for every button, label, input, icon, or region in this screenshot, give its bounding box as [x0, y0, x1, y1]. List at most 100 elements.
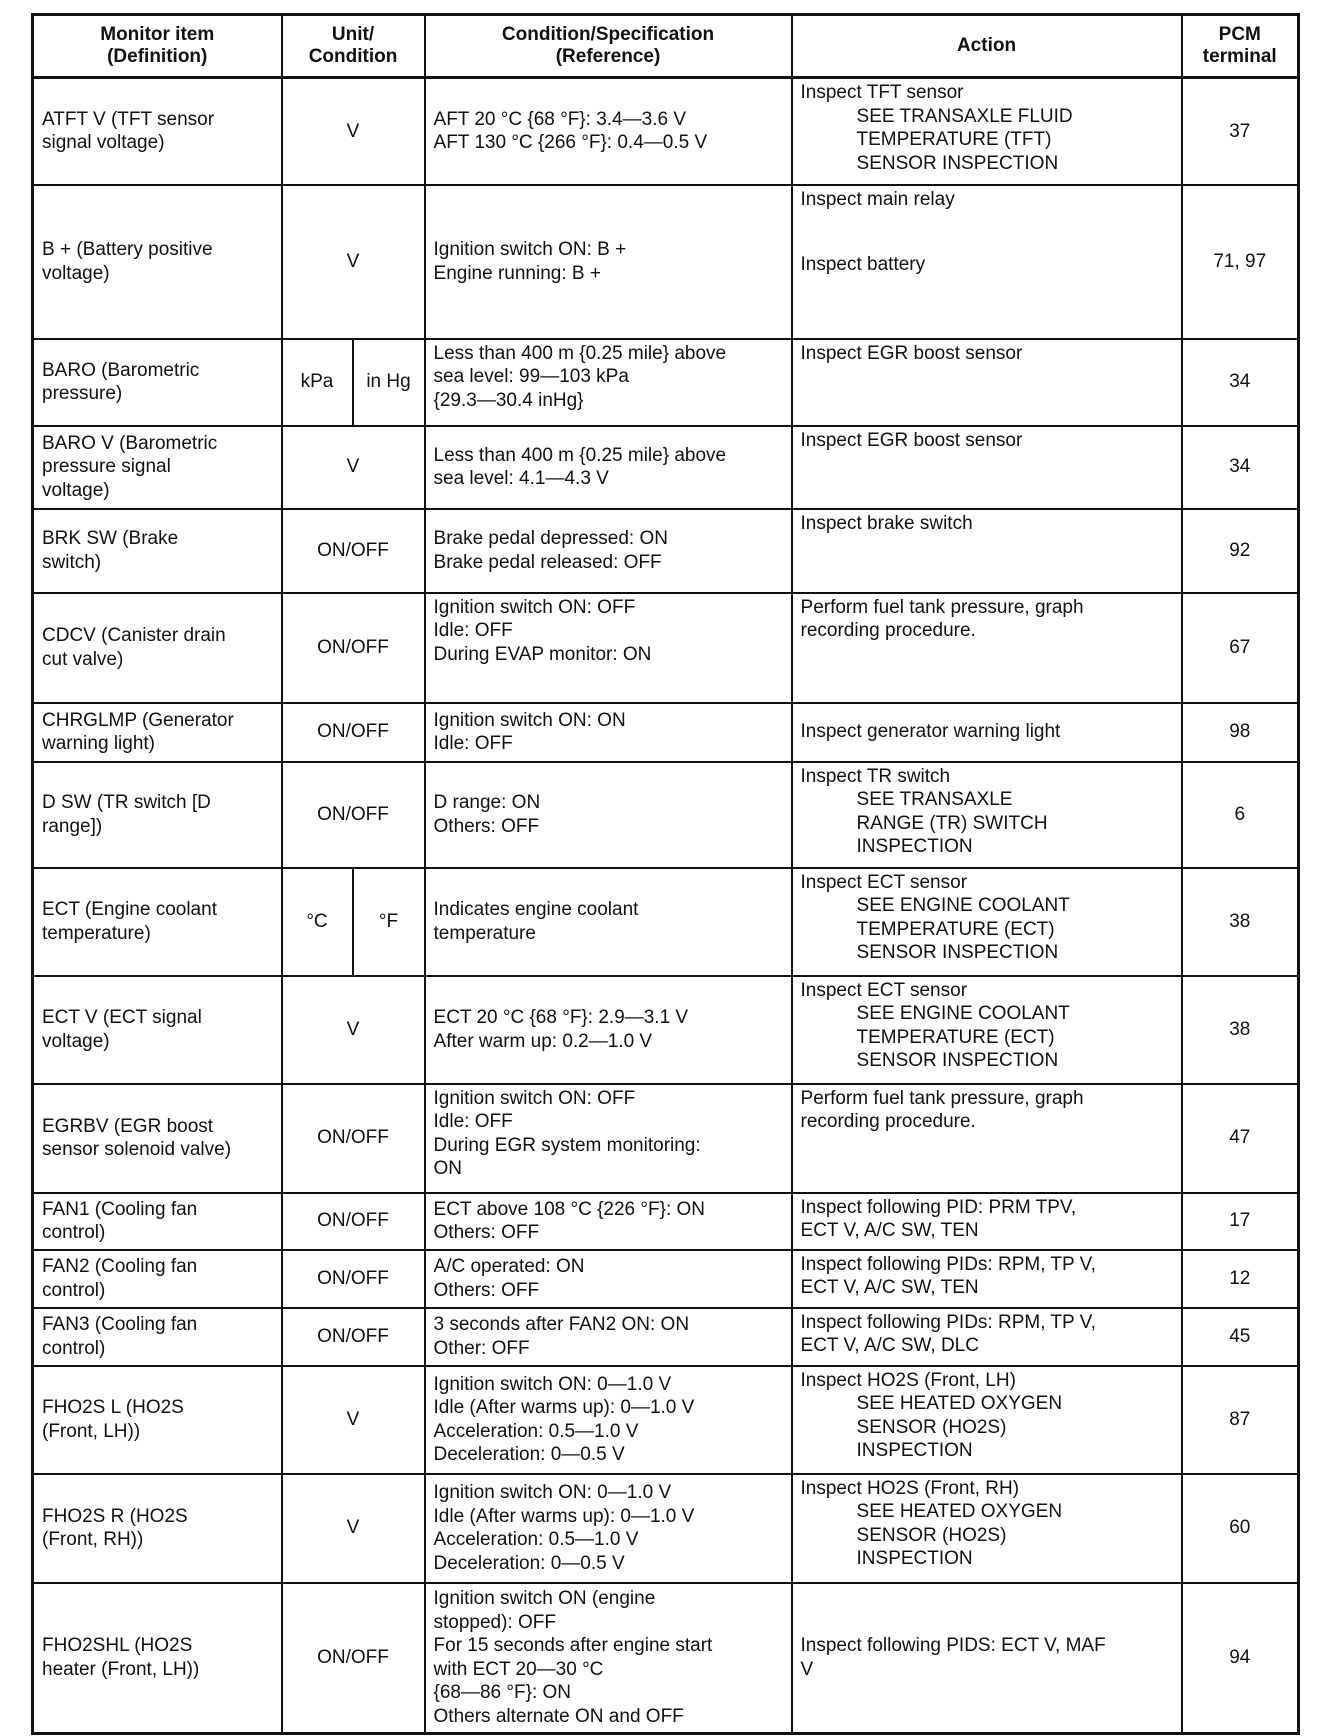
action-text: SENSOR INSPECTION: [856, 152, 1059, 174]
pcm-terminal-cell: 47: [1180, 1082, 1300, 1194]
action-text: SENSOR INSPECTION: [856, 1050, 1059, 1071]
condition-cell: A/C operated: ON Others: OFF: [423, 1248, 793, 1309]
action-text: Inspect EGR boost sensor: [800, 342, 1023, 364]
condition-cell: Less than 400 m {0.25 mile} above sea lev…: [423, 424, 793, 510]
condition-text: Brake pedal depressed: ON: [433, 528, 668, 549]
pid-monitor-table: Monitor item (Definition) Unit/Condition …: [31, 13, 1301, 1735]
condition-text: During EGR system monitoring:: [433, 1134, 701, 1156]
header-text: Monitor item: [100, 24, 215, 45]
condition-cell: Ignition switch ON: OFF Idle: OFF During E…: [423, 591, 793, 704]
condition-cell: Indicates engine coolant temperature: [423, 866, 793, 977]
monitor-item-text: heater (Front, LH)): [42, 1658, 200, 1680]
monitor-item-text: CDCV (Canister drain: [42, 625, 226, 646]
action-text: [801, 232, 1173, 253]
monitor-item-text: FHO2SHL (HO2S: [42, 1635, 193, 1657]
monitor-item-text: cut valve): [42, 648, 124, 670]
condition-text: Idle: OFF: [433, 733, 513, 754]
monitor-item-text: FHO2S R (HO2S: [42, 1505, 188, 1527]
table-row: BRK SW (Brake switch) ON/OFF Brake pedal de…: [31, 507, 1300, 594]
action-text: Inspect TR switch: [800, 765, 951, 787]
unit-cell: °C: [280, 866, 354, 977]
pcm-terminal-cell: 67: [1180, 591, 1300, 704]
condition-text: Ignition switch ON: ON: [433, 709, 626, 731]
condition-text: Ignition switch ON: 0—1.0 V: [433, 1373, 672, 1395]
table-row: CHRGLMP (Generator warning light) ON/OFF Ig…: [31, 701, 1300, 763]
pcm-terminal-cell: 38: [1180, 866, 1300, 977]
action-text: Inspect TFT sensor: [800, 82, 964, 103]
header-text: Condition: [308, 46, 398, 67]
table-row: FHO2S L (HO2S (Front, LH)) V Ignition switc…: [31, 1364, 1300, 1475]
condition-cell: AFT 20 °C {68 °F}: 3.4—3.6 V AFT 130 °C {…: [423, 76, 793, 186]
action-text: Inspect HO2S (Front, LH): [800, 1369, 1016, 1391]
pcm-terminal-cell: 71, 97: [1180, 183, 1300, 340]
action-cell: Perform fuel tank pressure, graph recordi…: [790, 591, 1183, 704]
pcm-terminal-cell: 17: [1180, 1191, 1300, 1251]
monitor-item-cell: ECT (Engine coolant temperature): [31, 866, 283, 977]
condition-text: Brake pedal released: OFF: [433, 551, 662, 573]
monitor-item-text: FHO2S L (HO2S: [42, 1397, 184, 1418]
condition-text: D range: ON: [433, 792, 541, 813]
action-text: SEE ENGINE COOLANT: [856, 1003, 1070, 1024]
monitor-item-text: D SW (TR switch [D: [42, 792, 211, 813]
action-text: Inspect following PIDS: ECT V, MAF: [800, 1635, 1106, 1657]
action-text: INSPECTION: [856, 836, 973, 857]
pcm-terminal-cell: 92: [1180, 507, 1300, 594]
pcm-terminal-cell: 98: [1180, 701, 1300, 763]
monitor-item-cell: BARO V (Barometric pressure signal voltage…: [31, 424, 283, 510]
header-text: (Definition): [107, 46, 208, 67]
table-row: EGRBV (EGR boost sensor solenoid valve) ON…: [31, 1082, 1300, 1194]
pcm-terminal-cell: 60: [1180, 1472, 1300, 1584]
monitor-item-text: control): [42, 1279, 106, 1301]
unit-cell: V: [280, 1364, 426, 1475]
table-row: FAN3 (Cooling fan control) ON/OFF 3 seconds…: [31, 1306, 1300, 1367]
table-row: BARO V (Barometric pressure signal voltage…: [31, 424, 1300, 510]
action-cell: Inspect following PID: PRM TPV, ECT V, A/…: [790, 1191, 1183, 1251]
header-unit: Unit/Condition: [280, 13, 426, 79]
unit-cell: ON/OFF: [280, 1191, 426, 1251]
monitor-item-cell: CDCV (Canister drain cut valve): [31, 591, 283, 704]
action-text: V: [800, 1658, 814, 1680]
unit-cell: ON/OFF: [280, 701, 426, 763]
monitor-item-text: (Front, RH)): [42, 1529, 144, 1550]
action-text: TEMPERATURE (ECT): [856, 918, 1055, 940]
action-text: Inspect ECT sensor: [800, 979, 968, 1001]
monitor-item-cell: ECT V (ECT signal voltage): [31, 974, 283, 1085]
condition-text: stopped): OFF: [433, 1611, 557, 1633]
condition-cell: Ignition switch ON: OFF Idle: OFF During E…: [423, 1082, 793, 1194]
condition-text: Ignition switch ON (engine: [433, 1588, 656, 1610]
pcm-terminal-cell: 38: [1180, 974, 1300, 1085]
table-row: CDCV (Canister drain cut valve) ON/OFF Igni…: [31, 591, 1300, 704]
condition-text: A/C operated: ON: [433, 1256, 585, 1277]
unit-cell: ON/OFF: [280, 1306, 426, 1367]
action-text: Inspect following PIDs: RPM, TP V,: [800, 1311, 1096, 1333]
header-pcm-terminal: PCM terminal: [1180, 13, 1300, 79]
condition-cell: 3 seconds after FAN2 ON: ON Other: OFF: [423, 1306, 793, 1367]
condition-text: Others: OFF: [433, 1222, 540, 1243]
condition-cell: ECT 20 °C {68 °F}: 2.9—3.1 V After warm u…: [423, 974, 793, 1085]
action-text: SEE TRANSAXLE FLUID: [856, 105, 1073, 127]
unit-cell: ON/OFF: [280, 1082, 426, 1194]
action-cell: Inspect HO2S (Front, LH) SEE HEATED OXYGE…: [790, 1364, 1183, 1475]
action-text: Inspect generator warning light: [800, 721, 1061, 743]
condition-text: ON: [433, 1158, 463, 1179]
unit-cell: ON/OFF: [280, 760, 426, 869]
action-cell: Inspect following PIDs: RPM, TP V, ECT V,…: [790, 1306, 1183, 1367]
table-row: FHO2SHL (HO2S heater (Front, LH)) ON/OFF Ig…: [31, 1581, 1300, 1735]
monitor-item-text: signal voltage): [42, 132, 165, 154]
header-text: Condition/Specification: [501, 24, 715, 45]
action-cell: Inspect TR switch SEE TRANSAXLE RANGE (TR)…: [790, 760, 1183, 869]
condition-text: Engine running: B +: [433, 262, 601, 284]
action-cell: Inspect ECT sensor SEE ENGINE COOLANT TEMP…: [790, 974, 1183, 1085]
monitor-item-text: ECT (Engine coolant: [42, 899, 217, 920]
monitor-item-text: FAN3 (Cooling fan: [42, 1314, 198, 1335]
condition-text: ECT 20 °C {68 °F}: 2.9—3.1 V: [433, 1007, 689, 1028]
action-text: INSPECTION: [856, 1440, 973, 1461]
pcm-terminal-cell: 94: [1180, 1581, 1300, 1735]
header-condition: Condition/Specification (Reference): [423, 13, 793, 79]
condition-text: Less than 400 m {0.25 mile} above: [433, 342, 727, 364]
action-cell: Inspect generator warning light: [790, 701, 1183, 763]
condition-text: AFT 20 °C {68 °F}: 3.4—3.6 V: [433, 108, 686, 130]
table-row: D SW (TR switch [D range]) ON/OFF D range: …: [31, 760, 1300, 869]
header-text: terminal: [1202, 46, 1277, 67]
condition-text: Ignition switch ON: OFF: [433, 596, 636, 618]
